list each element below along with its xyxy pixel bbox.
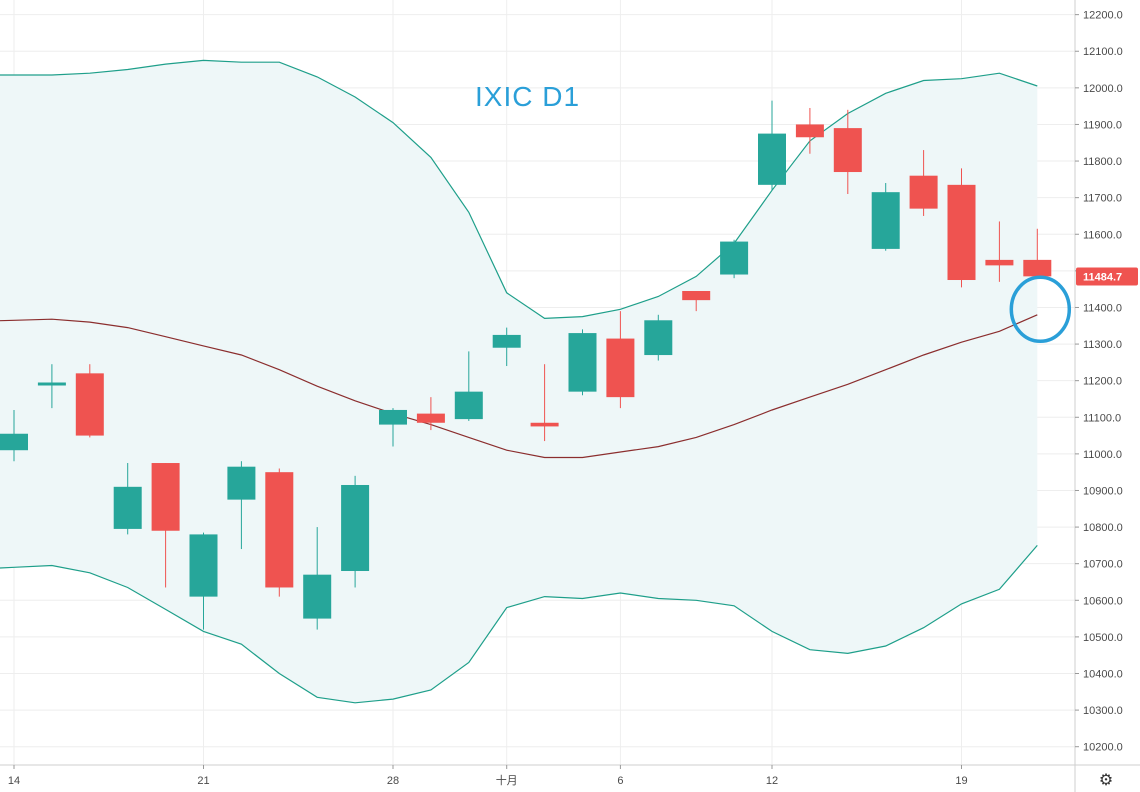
candle-body [189, 534, 218, 597]
highlight-circle [1009, 275, 1072, 344]
y-tick-label: 10400.0 [1083, 668, 1123, 680]
candle-body [227, 466, 256, 500]
y-tick-label: 11200.0 [1083, 376, 1122, 388]
candle [758, 100, 786, 191]
candle [492, 327, 521, 367]
y-tick-label: 10700.0 [1083, 559, 1123, 571]
candle-body [758, 133, 786, 185]
candle-body [682, 290, 711, 301]
x-tick-label: 28 [387, 775, 399, 787]
x-axis-ticks: 14 21 28 十月 6 12 19 [8, 765, 968, 787]
candle-body [0, 433, 28, 451]
candle [189, 532, 218, 630]
candle [530, 364, 559, 442]
candle-body [416, 413, 445, 423]
candle-body [795, 124, 824, 138]
candle [454, 351, 483, 421]
last-price-tag-bg [1076, 267, 1138, 286]
x-tick-label: 19 [955, 775, 967, 787]
candle-body [909, 175, 938, 209]
candle [1023, 228, 1052, 277]
candle-body [303, 574, 332, 619]
candle [682, 290, 711, 312]
y-tick-label: 12100.0 [1083, 46, 1123, 58]
candle [720, 239, 749, 279]
candle-body [379, 409, 407, 425]
candle-body [151, 463, 180, 531]
y-tick-label: 11800.0 [1083, 156, 1122, 168]
candle [227, 461, 256, 550]
candles [0, 100, 1052, 630]
y-tick-label: 12200.0 [1083, 10, 1123, 22]
candle-body [454, 391, 483, 420]
candle-body [492, 334, 521, 348]
candle [151, 463, 180, 588]
y-tick-label: 11000.0 [1083, 449, 1122, 461]
x-tick-label: 十月 [496, 773, 518, 787]
candle [644, 314, 673, 361]
bollinger-middle-line [0, 314, 1038, 459]
candle-body [644, 320, 673, 356]
candle-body [37, 382, 66, 386]
y-tick-label: 10200.0 [1083, 742, 1123, 754]
candle-body [720, 241, 749, 275]
y-tick-label: 11900.0 [1083, 119, 1122, 131]
y-tick-label: 11600.0 [1083, 229, 1122, 241]
candle [795, 107, 824, 154]
bollinger-upper-line [0, 59, 1038, 320]
x-tick-label: 12 [766, 775, 778, 787]
candle-body [985, 259, 1014, 266]
candle [947, 168, 976, 288]
y-tick-label: 10600.0 [1083, 595, 1123, 607]
candle [379, 408, 407, 447]
candle [416, 397, 445, 431]
candle [0, 409, 28, 462]
candle-body [1023, 259, 1052, 277]
y-tick-label: 10300.0 [1083, 705, 1123, 717]
last-price-label: 11484.7 [1083, 271, 1122, 283]
candle [985, 221, 1014, 282]
y-axis-ticks: 10200.0 10300.0 10400.0 10500.0 10600.0 10700… [1075, 10, 1123, 754]
candle-body [530, 422, 559, 427]
candle [909, 150, 938, 216]
candle [341, 475, 370, 588]
chart-annotation: IXIC D1 [475, 81, 580, 112]
candle-body [833, 128, 862, 173]
y-tick-label: 11300.0 [1083, 339, 1122, 351]
candle [75, 364, 104, 438]
candle-body [606, 338, 635, 398]
candle [871, 183, 900, 251]
candle-body [947, 184, 976, 281]
candle [833, 109, 862, 194]
y-tick-label: 12000.0 [1083, 83, 1123, 95]
y-tick-label: 10800.0 [1083, 522, 1123, 534]
last-price-tag: 11484.7 [1076, 267, 1138, 286]
candle-body [75, 373, 104, 436]
x-tick-label: 21 [197, 775, 209, 787]
candle [113, 463, 142, 535]
candle [568, 329, 597, 396]
bollinger-band-fill [0, 60, 1038, 703]
gear-icon[interactable]: ⚙ [1098, 770, 1114, 789]
x-tick-label: 6 [617, 775, 623, 787]
candle [303, 527, 332, 630]
y-tick-label: 11400.0 [1083, 302, 1122, 314]
bollinger-lower-line [0, 545, 1038, 704]
candle-body [113, 486, 142, 529]
y-tick-label: 10500.0 [1083, 632, 1123, 644]
candle [265, 468, 294, 597]
candle [606, 311, 635, 409]
candle [37, 364, 66, 409]
x-tick-label: 14 [8, 775, 20, 787]
candle-body [871, 192, 900, 249]
y-tick-label: 11700.0 [1083, 193, 1122, 205]
y-tick-label: 10900.0 [1083, 485, 1123, 497]
candle-body [341, 484, 370, 572]
candle-body [568, 333, 597, 392]
y-tick-label: 11100.0 [1083, 412, 1121, 424]
candle-body [265, 472, 294, 588]
